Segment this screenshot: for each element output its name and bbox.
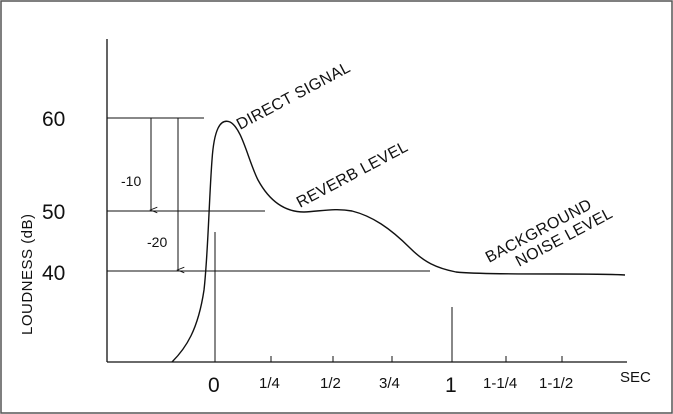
x-tick-one-half: 1-1/2 xyxy=(539,375,573,392)
loudness-curve xyxy=(171,120,626,363)
y-tick-50: 50 xyxy=(42,201,65,224)
x-tick-one-quarter: 1-1/4 xyxy=(483,375,517,392)
x-tick-half: 1/2 xyxy=(320,375,341,392)
drop-label-10: -10 xyxy=(121,173,141,189)
x-axis-unit: SEC xyxy=(620,369,651,386)
y-tick-60: 60 xyxy=(42,108,65,131)
x-tick-1: 1 xyxy=(445,374,457,397)
y-axis-label: LOUDNESS (dB) xyxy=(19,213,36,335)
y-tick-40: 40 xyxy=(42,262,65,285)
drop-label-20: -20 xyxy=(147,234,167,250)
x-tick-three-quarter: 3/4 xyxy=(379,375,400,392)
x-tick-0: 0 xyxy=(208,374,220,397)
x-tick-quarter: 1/4 xyxy=(259,375,280,392)
